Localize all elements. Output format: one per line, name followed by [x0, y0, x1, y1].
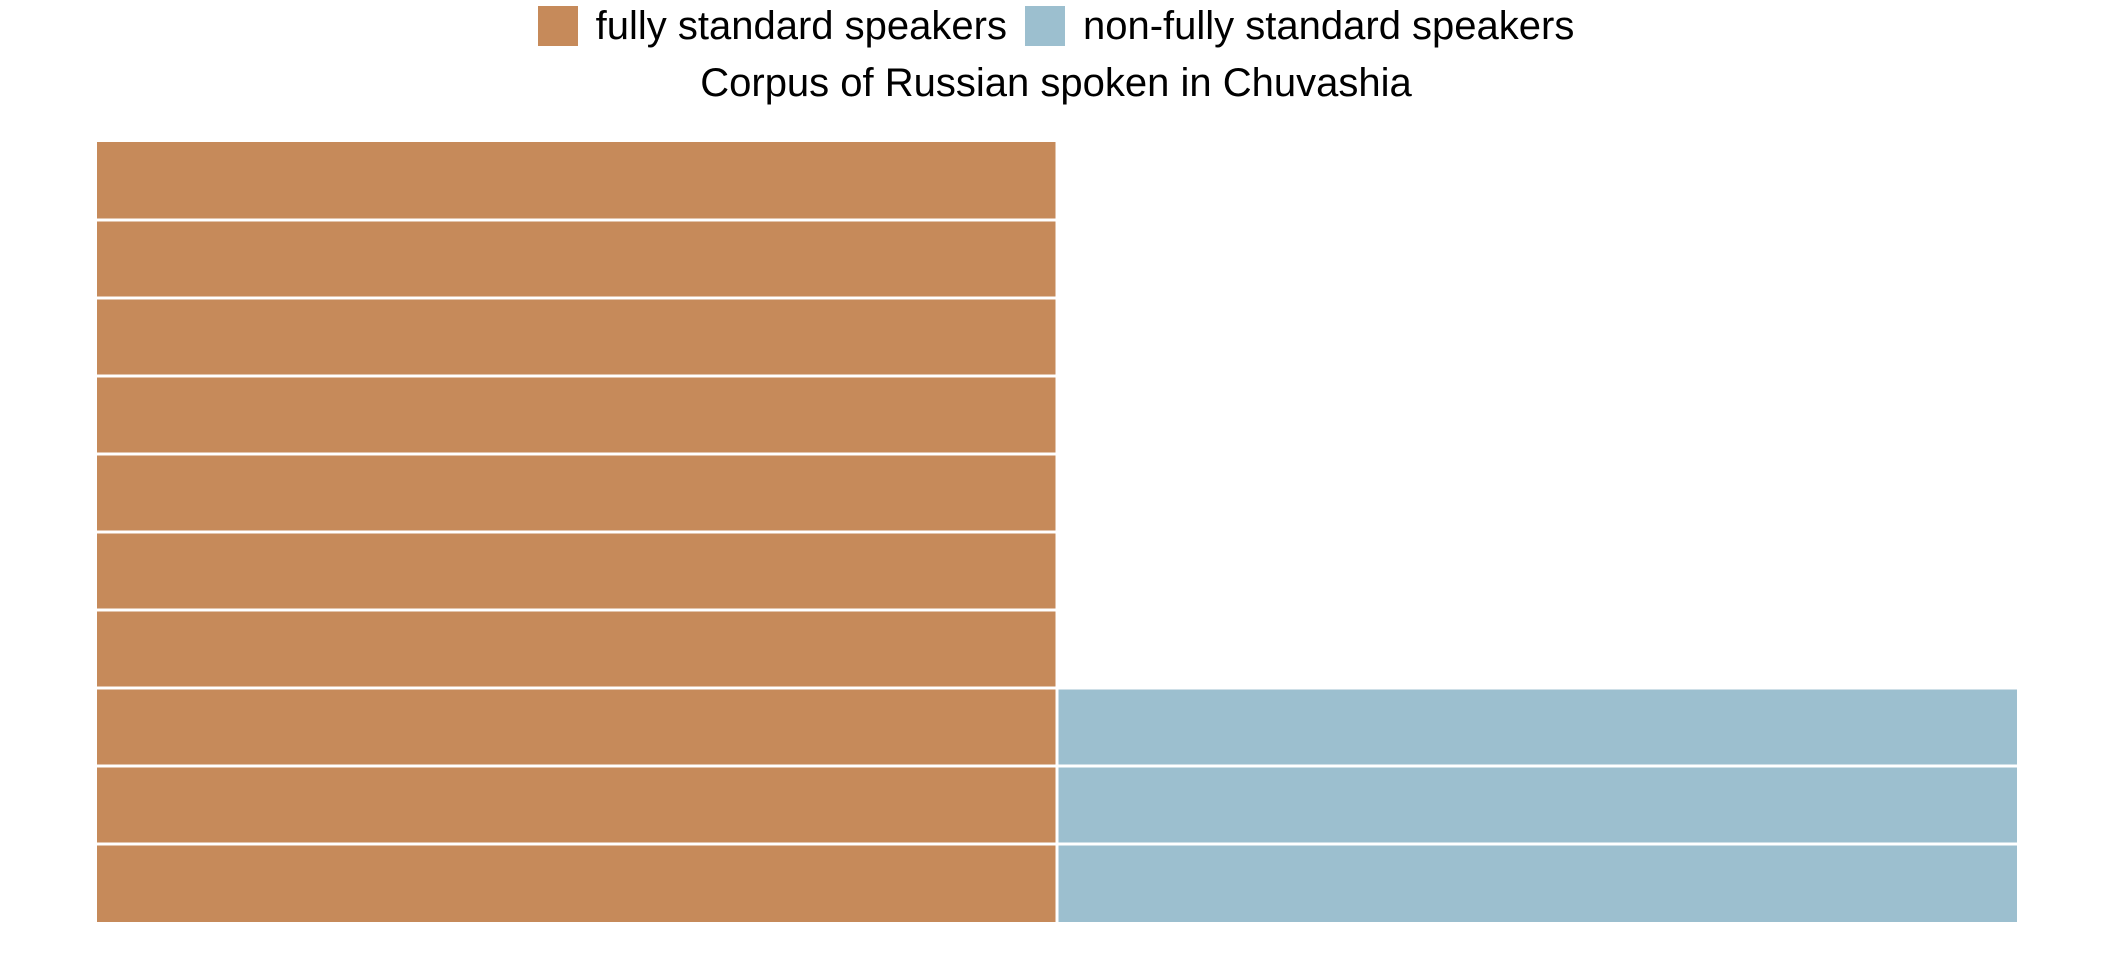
legend-label-non-fully-standard: non-fully standard speakers	[1082, 4, 1575, 48]
bar-unit-fully-standard-2	[97, 767, 1056, 843]
bar-unit-non-fully-standard-1	[1058, 845, 2017, 922]
legend-swatch-non-fully-standard	[1024, 6, 1065, 46]
legend-item-non-fully-standard: non-fully standard speakers	[1024, 2, 1575, 50]
bar-unit-fully-standard-10	[97, 142, 1056, 219]
legend-item-fully-standard: fully standard speakers	[537, 2, 1007, 50]
bar-unit-fully-standard-4	[97, 611, 1056, 687]
legend-swatch-fully-standard	[537, 6, 578, 46]
bar-unit-non-fully-standard-3	[1058, 689, 2017, 765]
bar-unit-fully-standard-8	[97, 299, 1056, 375]
chart-legend: fully standard speakers non-fully standa…	[0, 2, 2112, 50]
legend-label-fully-standard: fully standard speakers	[595, 4, 1007, 48]
bar-unit-fully-standard-9	[97, 221, 1056, 297]
bar-unit-fully-standard-6	[97, 455, 1056, 531]
bar-unit-fully-standard-1	[97, 845, 1056, 922]
bar-unit-fully-standard-7	[97, 377, 1056, 453]
bar-unit-fully-standard-3	[97, 689, 1056, 765]
bar-unit-non-fully-standard-2	[1058, 767, 2017, 843]
chart-title: Corpus of Russian spoken in Chuvashia	[700, 61, 1412, 105]
bar-unit-fully-standard-5	[97, 533, 1056, 609]
